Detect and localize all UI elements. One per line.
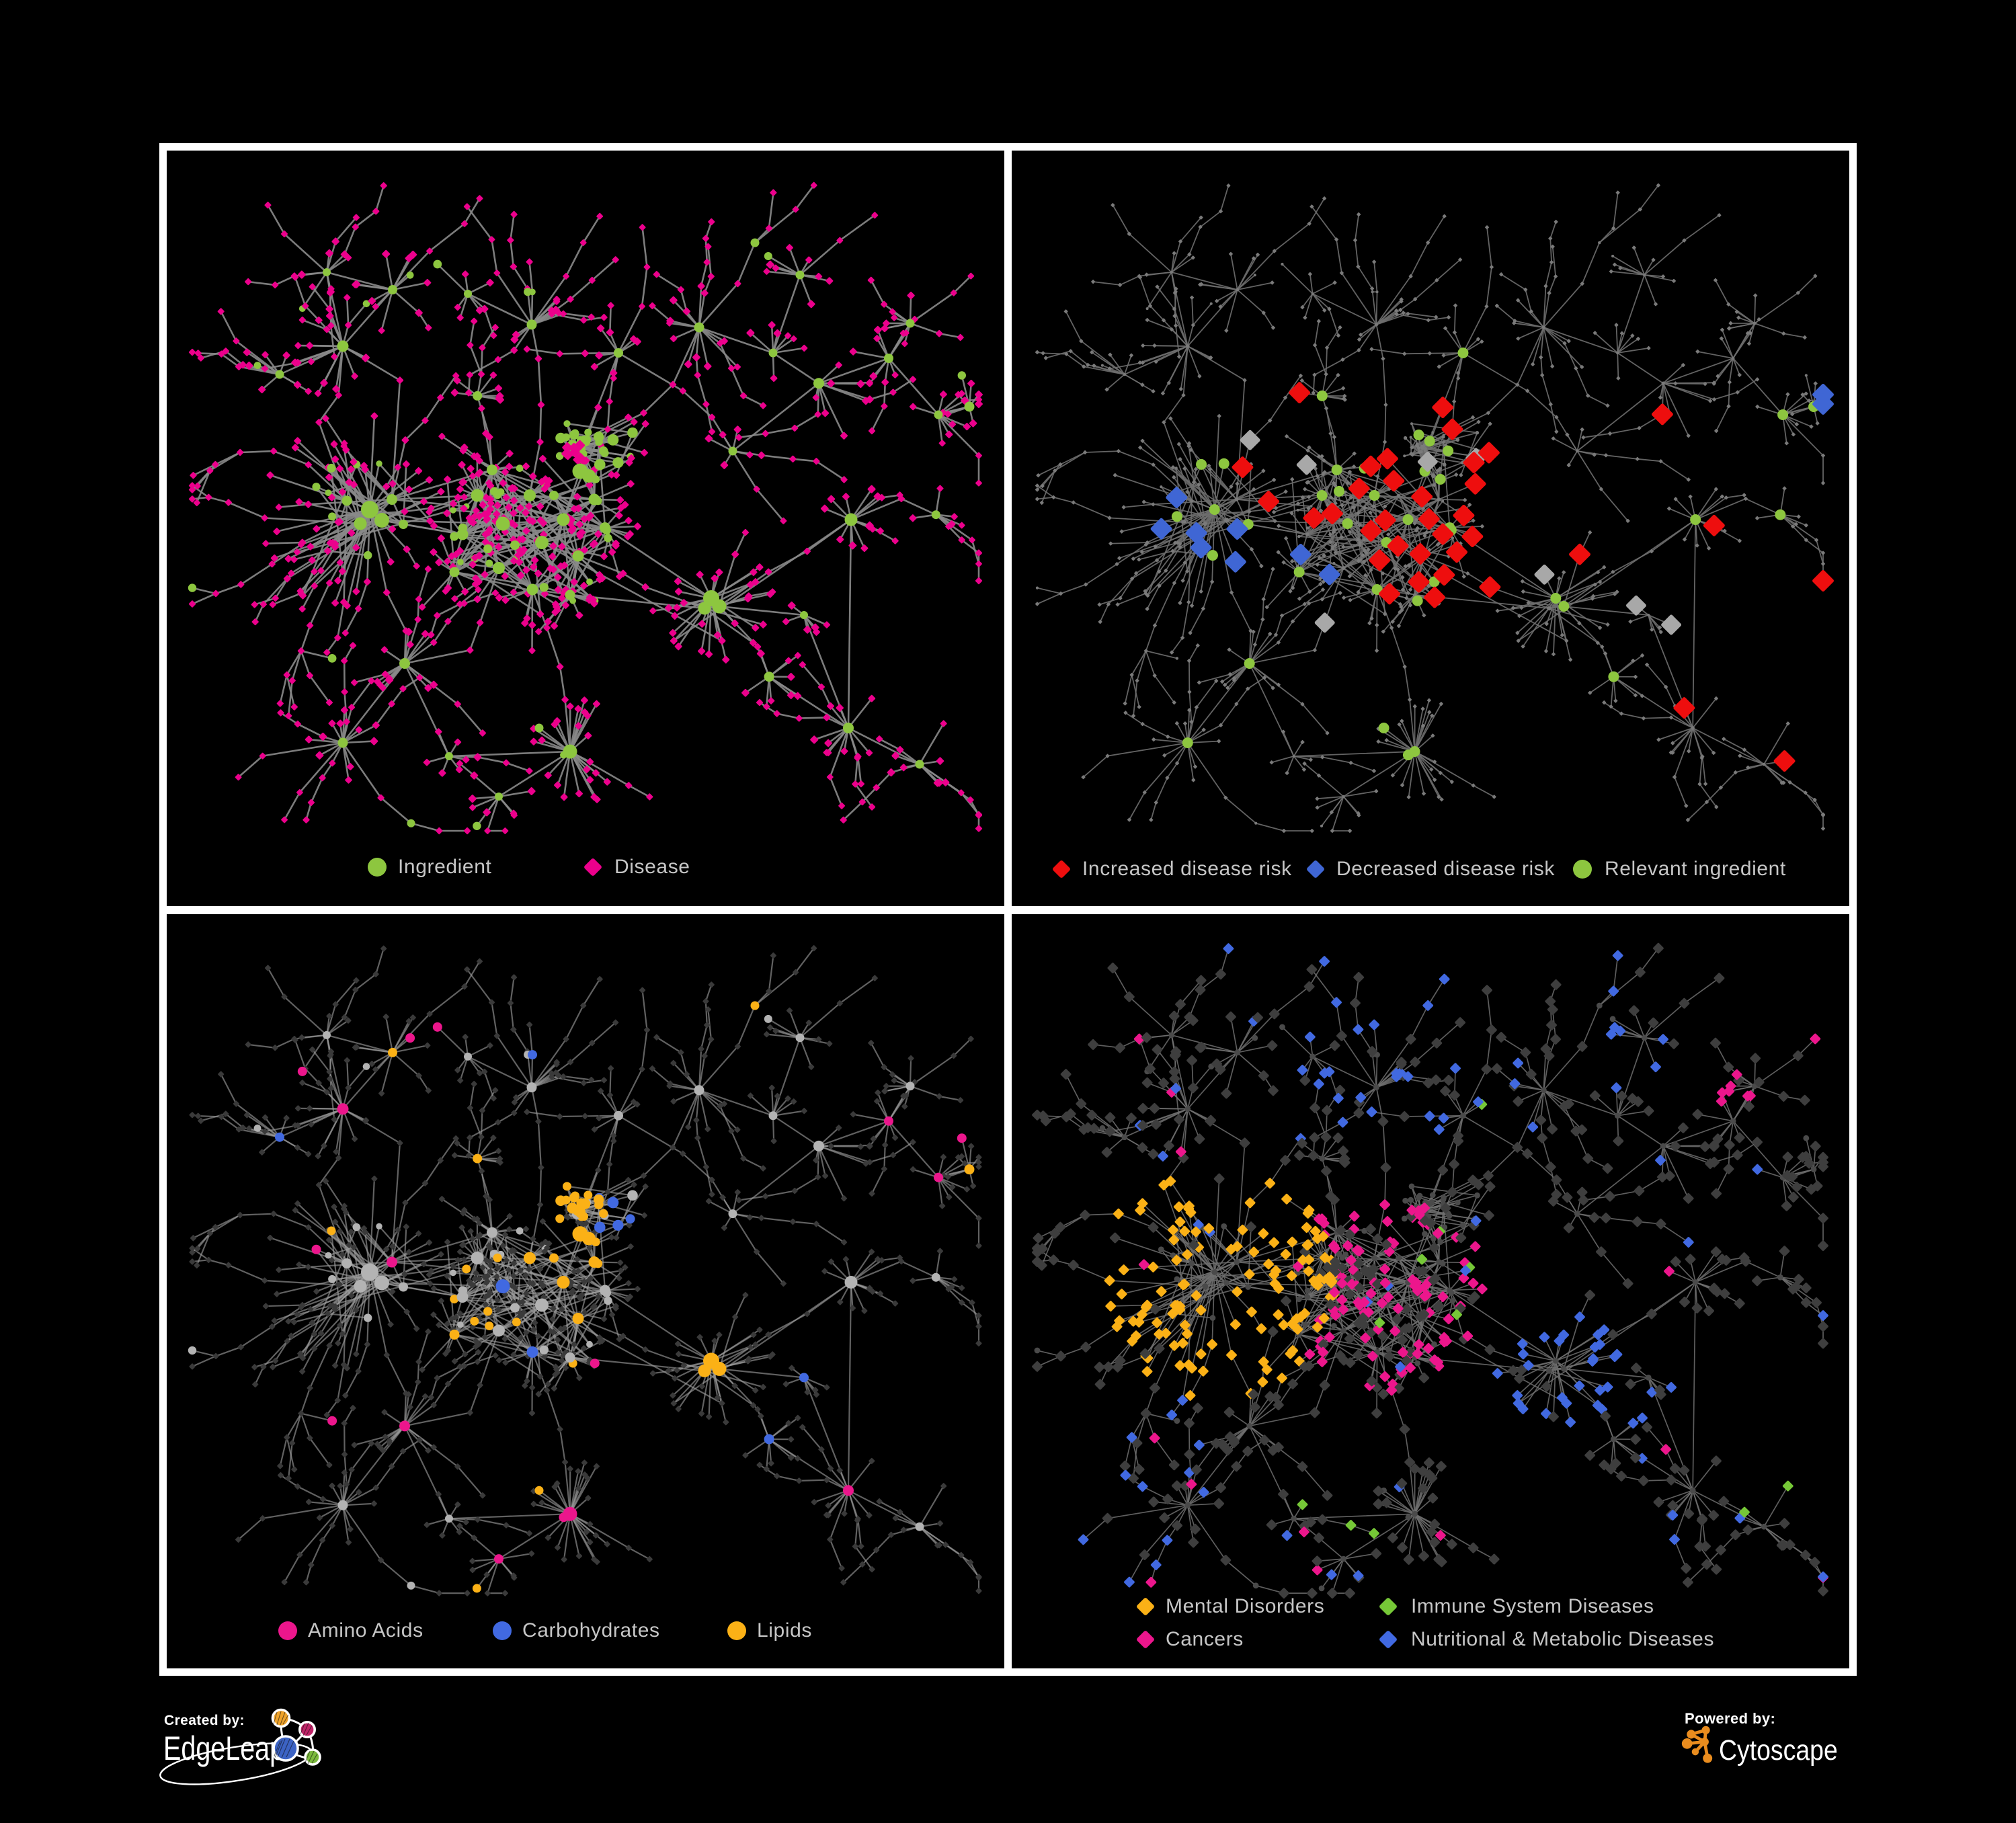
network-edges (192, 948, 979, 1593)
frame-separator-horizontal (159, 906, 1857, 914)
legend-label: Nutritional & Metabolic Diseases (1411, 1628, 1714, 1651)
carbohydrates-circle-icon (493, 1621, 512, 1640)
network-graph-ingredient-classes (167, 914, 1004, 1668)
legend-label: Mental Disorders (1166, 1595, 1324, 1618)
legend-label: Decreased disease risk (1336, 858, 1555, 881)
relevant-ingredient-circle-icon (1573, 860, 1592, 879)
network-graph-disease-classes (1012, 914, 1849, 1668)
panel-ingredient-disease: Ingredient Disease (167, 151, 1004, 906)
legend-label: Cancers (1166, 1628, 1244, 1651)
network-edges (192, 186, 979, 831)
legend-label: Lipids (757, 1619, 812, 1642)
network-edges (1037, 186, 1823, 831)
legend-label: Relevant ingredient (1605, 858, 1786, 881)
legend-label: Increased disease risk (1082, 858, 1292, 881)
legend-label: Immune System Diseases (1411, 1595, 1654, 1618)
legend-label: Carbohydrates (522, 1619, 660, 1642)
edgeleap-credit: Created by: EdgeLeap (163, 1707, 446, 1815)
legend-label: Ingredient (398, 856, 491, 879)
amino-acids-circle-icon (278, 1621, 297, 1640)
legend-label: Amino Acids (308, 1619, 424, 1642)
cytoscape-logo-icon (1681, 1725, 1718, 1766)
panel-ingredient-classes: Amino Acids Carbohydrates Lipids (167, 914, 1004, 1668)
network-graph-disease-risk (1012, 151, 1849, 906)
panel-disease-classes: Mental Disorders Cancers Immune System D… (1012, 914, 1849, 1668)
cytoscape-credit: Powered by: Cytoscape (1681, 1707, 1963, 1788)
edgeleap-logo-icon (83, 1702, 365, 1823)
panel-disease-risk: Increased disease risk Decreased disease… (1012, 151, 1849, 906)
lipids-circle-icon (727, 1621, 746, 1640)
legend-label: Disease (614, 856, 690, 879)
cytoscape-wordmark: Cytoscape (1719, 1734, 1838, 1767)
ingredient-circle-icon (368, 858, 387, 877)
network-graph-ingredient-disease (167, 151, 1004, 906)
network-nodes (188, 945, 982, 1596)
network-nodes (1035, 183, 1834, 833)
